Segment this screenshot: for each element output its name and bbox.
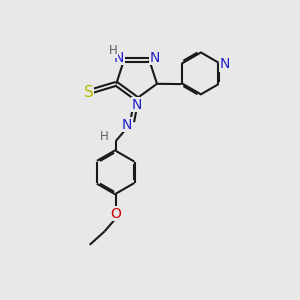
Text: N: N: [149, 51, 160, 65]
Text: O: O: [110, 207, 121, 220]
Text: H: H: [100, 130, 109, 143]
Text: N: N: [113, 51, 124, 65]
Text: N: N: [219, 57, 230, 71]
Text: H: H: [108, 44, 117, 58]
Text: N: N: [122, 118, 132, 132]
Text: N: N: [131, 98, 142, 112]
Text: S: S: [84, 85, 93, 100]
